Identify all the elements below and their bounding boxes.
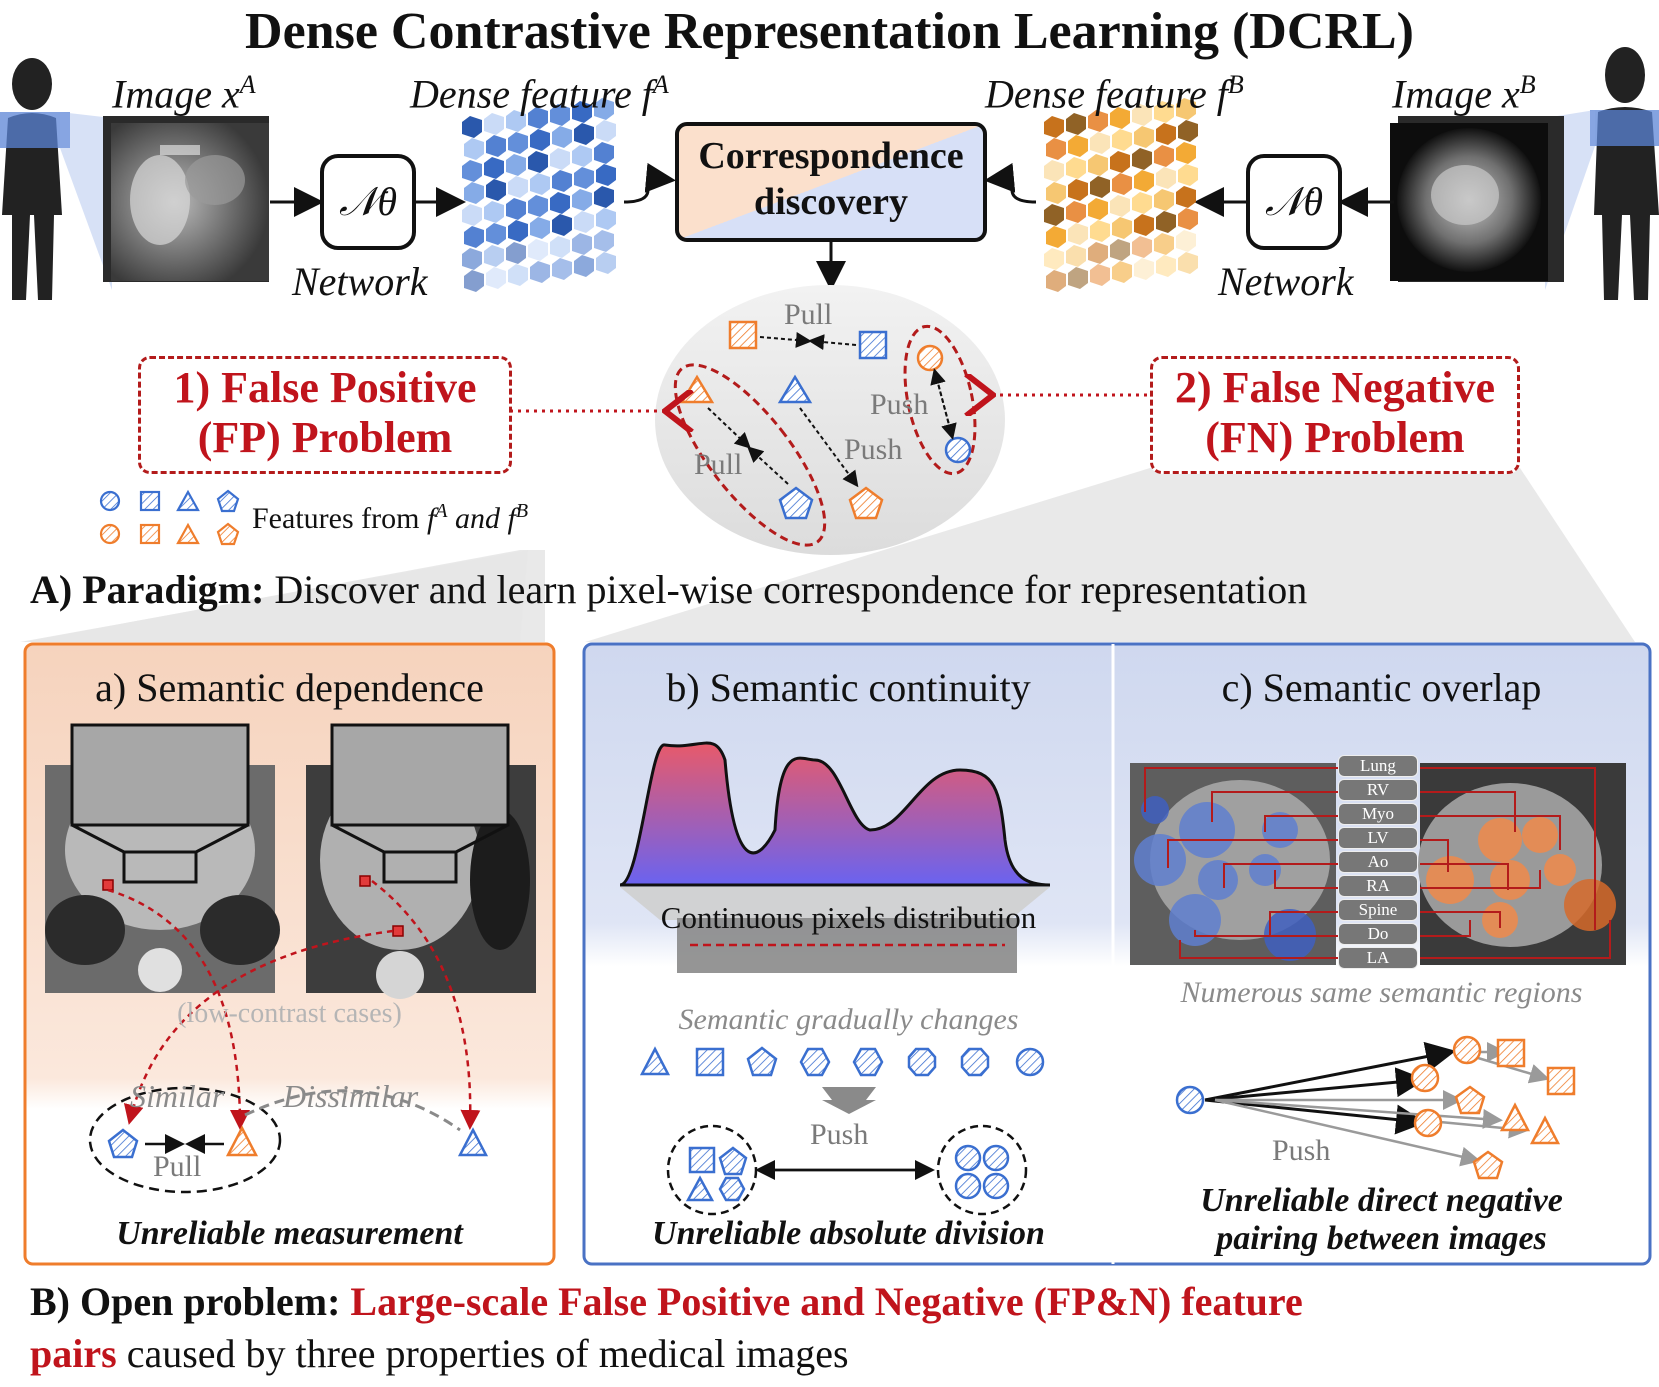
open-problem-line2: pairs caused by three properties of medi… xyxy=(30,1331,849,1376)
page-title: Dense Contrastive Representation Learnin… xyxy=(245,3,1414,60)
panel-c-caption: Unreliable direct negative pairing betwe… xyxy=(1200,1182,1563,1257)
organ-label-rv: RV xyxy=(1338,779,1418,801)
distribution-label: Continuous pixels distribution xyxy=(660,900,1037,935)
gradual-shape-5 xyxy=(907,1047,937,1077)
feature-b-label: Dense feature fB xyxy=(985,70,1244,117)
distribution-curve xyxy=(619,741,1051,887)
organ-label-spine: Spine xyxy=(1338,899,1418,921)
pull-label-bottom: Pull xyxy=(694,448,743,481)
legend-text: Features from fA and fB xyxy=(252,500,529,535)
correspondence-label: Correspondence discovery xyxy=(698,135,964,223)
organ-label-la: LA xyxy=(1338,947,1418,969)
image-a-label: Image xA xyxy=(112,70,256,117)
panel-b-title: b) Semantic continuity xyxy=(666,665,1031,710)
network-b-label: Network xyxy=(1218,259,1354,304)
organ-routing-lines xyxy=(1144,767,1611,959)
panel-c-ct-right xyxy=(1418,763,1626,965)
network-a-symbol: 𝒩θ xyxy=(339,179,397,224)
feature-a-label: Dense feature fA xyxy=(410,70,669,117)
gradual-shape-6 xyxy=(960,1047,990,1077)
dense-feature-a-grid xyxy=(462,98,616,292)
ct-image-b xyxy=(1390,116,1564,282)
feature-space-ellipse xyxy=(655,285,1005,555)
dense-feature-b-grid xyxy=(1044,98,1198,292)
pull-label-a: Pull xyxy=(153,1150,202,1183)
dissimilar-label: Dissimilar xyxy=(283,1078,419,1114)
network-a-label: Network xyxy=(292,259,428,304)
panel-c-title: c) Semantic overlap xyxy=(1221,665,1542,710)
legend-shapes xyxy=(99,489,240,546)
panel-a-ct-right xyxy=(306,723,536,999)
gradual-label: Semantic gradually changes xyxy=(678,1003,1019,1036)
gradual-shape-1 xyxy=(695,1047,725,1077)
numerous-label: Numerous same semantic regions xyxy=(1180,976,1583,1009)
low-contrast-label: (low-contrast cases) xyxy=(177,998,402,1029)
push-label-2: Push xyxy=(844,433,903,466)
panel-b-caption: Unreliable absolute division xyxy=(652,1215,1045,1252)
organ-label-column: Lung RV Myo LV Ao RA Spine Do LA xyxy=(1338,755,1418,971)
gradual-shape-2 xyxy=(746,1046,778,1077)
panel-a-ct-left xyxy=(45,723,280,993)
push-label-c: Push xyxy=(1272,1134,1331,1167)
organ-label-lung: Lung xyxy=(1338,755,1418,777)
person-right-icon xyxy=(1594,47,1659,300)
organ-label-ra: RA xyxy=(1338,875,1418,897)
fp-problem-box: 1) False Positive (FP) Problem xyxy=(138,356,512,474)
panel-a-title: a) Semantic dependence xyxy=(95,665,484,710)
push-label-1: Push xyxy=(870,388,929,421)
network-b-symbol: 𝒩θ xyxy=(1265,179,1323,224)
organ-label-do: Do xyxy=(1338,923,1418,945)
person-left-icon xyxy=(2,58,62,300)
gradual-shape-3 xyxy=(799,1047,831,1077)
paradigm-heading: A) Paradigm: Discover and learn pixel-wi… xyxy=(30,567,1308,612)
panel-a-caption: Unreliable measurement xyxy=(116,1215,463,1252)
gradual-shapes-row xyxy=(639,1046,1045,1077)
organ-label-ao: Ao xyxy=(1338,851,1418,873)
similar-label: Similar xyxy=(130,1078,225,1114)
image-b-label: Image xB xyxy=(1392,70,1536,117)
open-problem-heading: B) Open problem: Large-scale False Posit… xyxy=(30,1279,1303,1324)
gradual-shape-0 xyxy=(639,1046,671,1076)
fn-problem-box: 2) False Negative (FN) Problem xyxy=(1150,356,1520,474)
organ-label-myo: Myo xyxy=(1338,803,1418,825)
gradual-shape-4 xyxy=(852,1047,884,1077)
organ-label-lv: LV xyxy=(1338,827,1418,849)
ct-image-a xyxy=(103,116,269,282)
gradual-shape-7 xyxy=(1015,1047,1045,1077)
negative-pairing-fan xyxy=(1175,1035,1576,1180)
push-label-b: Push xyxy=(810,1118,869,1151)
pull-label-top: Pull xyxy=(784,298,833,331)
